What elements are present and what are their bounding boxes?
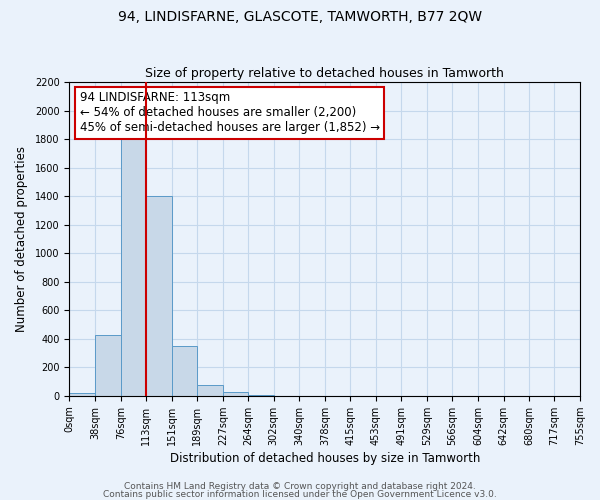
Text: 94 LINDISFARNE: 113sqm
← 54% of detached houses are smaller (2,200)
45% of semi-: 94 LINDISFARNE: 113sqm ← 54% of detached… <box>80 92 380 134</box>
Bar <box>197 385 223 396</box>
Bar <box>223 392 248 396</box>
Title: Size of property relative to detached houses in Tamworth: Size of property relative to detached ho… <box>145 66 504 80</box>
Bar <box>146 196 172 396</box>
Text: Contains public sector information licensed under the Open Government Licence v3: Contains public sector information licen… <box>103 490 497 499</box>
Bar <box>70 393 95 396</box>
Text: Contains HM Land Registry data © Crown copyright and database right 2024.: Contains HM Land Registry data © Crown c… <box>124 482 476 491</box>
Bar <box>172 346 197 396</box>
Y-axis label: Number of detached properties: Number of detached properties <box>15 146 28 332</box>
Bar <box>121 139 146 396</box>
Text: 94, LINDISFARNE, GLASCOTE, TAMWORTH, B77 2QW: 94, LINDISFARNE, GLASCOTE, TAMWORTH, B77… <box>118 10 482 24</box>
Bar <box>95 334 121 396</box>
Bar <box>248 395 274 396</box>
X-axis label: Distribution of detached houses by size in Tamworth: Distribution of detached houses by size … <box>170 452 480 465</box>
